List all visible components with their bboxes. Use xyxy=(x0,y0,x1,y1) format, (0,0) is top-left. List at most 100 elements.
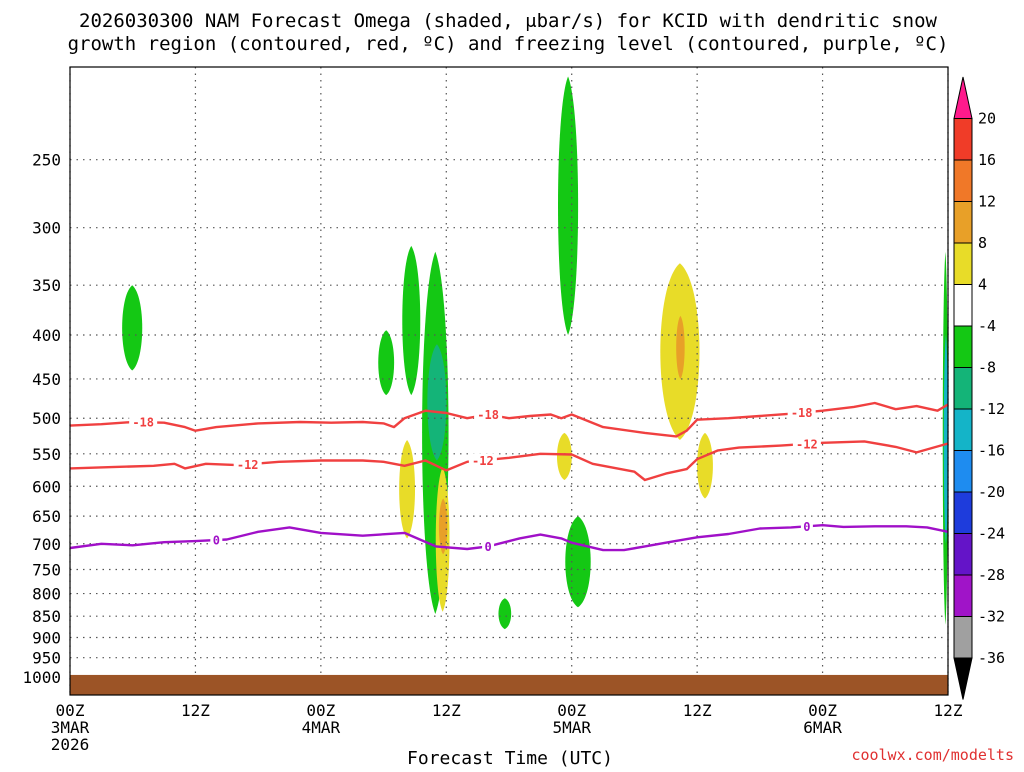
x-tick-label-0-1: 00Z xyxy=(56,701,85,720)
colorbar-bottom-arrow xyxy=(953,657,973,700)
colorbar-swatch-6 xyxy=(953,325,973,368)
omega-region-0 xyxy=(122,285,143,371)
y-tick-label-900: 900 xyxy=(32,628,61,647)
y-tick-label-500: 500 xyxy=(32,409,61,428)
contour-label-bg-snow_minus12-1 xyxy=(468,453,497,468)
y-tick-label-750: 750 xyxy=(32,560,61,579)
colorbar-label-3: 8 xyxy=(978,234,987,252)
terrain-fill xyxy=(70,674,948,695)
x-tick-label-60-1: 12Z xyxy=(683,701,712,720)
y-tick-label-950: 950 xyxy=(32,649,61,668)
plot-background xyxy=(70,67,948,695)
colorbar-swatch-12 xyxy=(953,574,973,617)
colorbar-swatch-3 xyxy=(953,201,973,244)
y-tick-label-350: 350 xyxy=(32,276,61,295)
contour-label-bg-freezing_0-2 xyxy=(800,519,813,534)
x-tick-label-48-1: 00Z xyxy=(557,701,586,720)
chart-title-line2: growth region (contoured, red, ºC) and f… xyxy=(68,33,949,55)
contour-label-bg-snow_minus18-0 xyxy=(129,415,158,430)
y-tick-label-550: 550 xyxy=(32,445,61,464)
contour-label-bg-freezing_0-0 xyxy=(210,533,223,548)
colorbar-swatch-5 xyxy=(953,284,973,327)
contour-label-snow_minus18-0: -18 xyxy=(132,416,154,430)
colorbar-swatch-8 xyxy=(953,408,973,451)
colorbar-swatch-7 xyxy=(953,367,973,410)
x-tick-label-48-2: 5MAR xyxy=(552,718,591,737)
omega-region-14 xyxy=(676,315,685,379)
colorbar-label-5: -4 xyxy=(978,317,996,335)
contour-line-snow_minus12 xyxy=(69,440,949,482)
x-tick-label-0-3: 2026 xyxy=(51,735,90,754)
omega-region-2 xyxy=(402,245,421,396)
terrain xyxy=(70,674,948,695)
omega-region-9 xyxy=(556,432,572,480)
colorbar-label-1: 16 xyxy=(978,151,996,169)
contour-label-snow_minus18-2: -18 xyxy=(791,406,813,420)
contours: -18 -18 -18 -12 -12 -12 0 0 0 xyxy=(69,401,949,554)
omega-region-11 xyxy=(498,598,512,630)
x-tick-label-0-2: 3MAR xyxy=(51,718,90,737)
colorbar-swatch-9 xyxy=(953,450,973,493)
colorbar-label-0: 20 xyxy=(978,110,996,128)
omega-region-16 xyxy=(943,335,949,544)
colorbar-label-7: -12 xyxy=(978,400,1005,418)
colorbar-swatch-13 xyxy=(953,616,973,659)
y-tick-label-250: 250 xyxy=(32,151,61,170)
colorbar-label-6: -8 xyxy=(978,359,996,377)
chart-title-line1: 2026030300 NAM Forecast Omega (shaded, μ… xyxy=(79,10,937,32)
colorbar-label-9: -20 xyxy=(978,483,1005,501)
contour-label-snow_minus18-1: -18 xyxy=(477,408,499,422)
x-axis-label: Forecast Time (UTC) xyxy=(407,748,613,768)
colorbar-swatch-4 xyxy=(953,242,973,285)
x-tick-label-12-1: 12Z xyxy=(181,701,210,720)
plot-frame xyxy=(69,66,949,696)
contour-label-snow_minus12-2: -12 xyxy=(796,437,818,451)
contour-label-snow_minus12-0: -12 xyxy=(237,458,259,472)
colorbar-swatch-2 xyxy=(953,159,973,202)
y-tick-label-600: 600 xyxy=(32,477,61,496)
colorbar-label-10: -24 xyxy=(978,525,1005,543)
x-tick-label-24-1: 00Z xyxy=(306,701,335,720)
colorbar-swatch-11 xyxy=(953,533,973,576)
y-tick-label-700: 700 xyxy=(32,535,61,554)
contour-label-freezing_0-0: 0 xyxy=(213,534,220,548)
contour-label-bg-freezing_0-1 xyxy=(482,539,495,554)
contour-line-snow_minus18 xyxy=(69,401,949,438)
x-tick-label-84-1: 12Z xyxy=(934,701,963,720)
x-tick-label-24-2: 4MAR xyxy=(302,718,341,737)
y-tick-label-800: 800 xyxy=(32,585,61,604)
y-axis-ticks: 250 300 350 400 450 500 550 600 650 700 750 800 850 9… xyxy=(22,151,61,687)
contour-label-snow_minus12-1: -12 xyxy=(472,454,494,468)
y-tick-label-1000: 1000 xyxy=(22,668,61,687)
contour-label-bg-snow_minus18-2 xyxy=(787,405,816,420)
contour-label-freezing_0-2: 0 xyxy=(803,520,810,534)
colorbar-label-2: 12 xyxy=(978,193,996,211)
y-tick-label-300: 300 xyxy=(32,219,61,238)
omega-region-7 xyxy=(438,498,448,555)
plot-area: -18 -18 -18 -12 -12 -12 0 0 0 xyxy=(69,66,949,696)
y-tick-label-650: 650 xyxy=(32,507,61,526)
contour-label-bg-snow_minus18-1 xyxy=(474,407,503,422)
omega-region-4 xyxy=(427,344,447,461)
x-tick-label-72-1: 00Z xyxy=(808,701,837,720)
colorbar-label-4: 4 xyxy=(978,276,987,294)
omega-region-13 xyxy=(697,432,713,499)
x-tick-label-72-2: 6MAR xyxy=(803,718,842,737)
contour-label-freezing_0-1: 0 xyxy=(484,540,491,554)
colorbar: 20 16 12 8 4 -4 -8 -12 -16 -20 -24 -28 -32 -36 xyxy=(953,76,1005,700)
contour-line-freezing_0 xyxy=(69,524,949,552)
colorbar-label-13: -36 xyxy=(978,649,1005,667)
contour-label-bg-snow_minus12-2 xyxy=(792,436,821,451)
omega-region-8 xyxy=(558,76,579,336)
credit-text: coolwx.com/modelts xyxy=(851,746,1014,764)
y-tick-label-850: 850 xyxy=(32,607,61,626)
colorbar-swatch-1 xyxy=(953,118,973,161)
omega-region-10 xyxy=(565,516,591,608)
colorbar-label-8: -16 xyxy=(978,442,1005,460)
omega-shading xyxy=(122,76,949,630)
y-tick-label-450: 450 xyxy=(32,370,61,389)
colorbar-swatch-10 xyxy=(953,491,973,534)
colorbar-label-11: -28 xyxy=(978,566,1005,584)
